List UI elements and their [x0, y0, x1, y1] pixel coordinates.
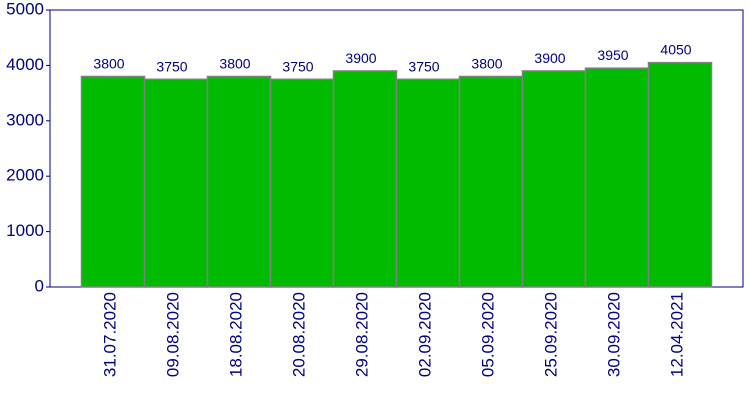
y-tick-label: 3000	[6, 110, 44, 129]
value-label: 3750	[156, 58, 187, 74]
y-tick-label: 2000	[6, 166, 44, 185]
y-tick-label: 4000	[6, 55, 44, 74]
x-tick-label: 30.09.2020	[604, 292, 623, 377]
bar	[269, 78, 335, 288]
x-tick-label: 25.09.2020	[541, 292, 560, 377]
x-tick-label: 05.09.2020	[478, 292, 497, 377]
bar	[143, 78, 209, 288]
value-label: 3750	[282, 58, 313, 74]
x-tick-label: 29.08.2020	[352, 292, 371, 377]
bar	[458, 75, 524, 288]
x-tick-label: 31.07.2020	[100, 292, 119, 377]
bar	[332, 70, 398, 288]
x-tick-label: 20.08.2020	[289, 292, 308, 377]
bar	[584, 67, 650, 288]
x-tick-label: 12.04.2021	[667, 292, 686, 377]
bar	[80, 75, 146, 288]
bar	[395, 78, 461, 288]
value-label: 3800	[93, 55, 124, 71]
value-label: 3900	[534, 50, 565, 66]
x-tick-label: 02.09.2020	[415, 292, 434, 377]
value-label: 3800	[219, 55, 250, 71]
y-tick-label: 1000	[6, 221, 44, 240]
bar	[521, 70, 587, 288]
value-label: 3800	[471, 55, 502, 71]
value-label: 3950	[597, 47, 628, 63]
value-label: 3750	[408, 58, 439, 74]
bar	[206, 75, 272, 288]
y-tick-label: 5000	[6, 0, 44, 18]
bar	[647, 61, 713, 288]
x-tick-label: 18.08.2020	[226, 292, 245, 377]
value-label: 3900	[345, 50, 376, 66]
y-tick-label: 0	[35, 276, 44, 295]
x-tick-label: 09.08.2020	[163, 292, 182, 377]
value-label: 4050	[660, 42, 691, 58]
